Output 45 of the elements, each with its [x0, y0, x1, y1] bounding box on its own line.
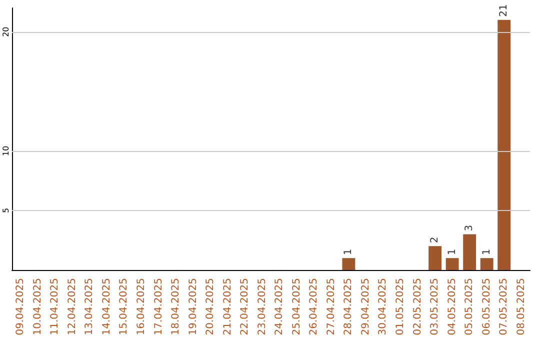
x-tick-label: 02.05.2025: [412, 278, 424, 336]
x-tick-label: 03.05.2025: [430, 278, 441, 336]
x-tick-label: 12.04.2025: [66, 278, 78, 336]
x-tick-label: 19.04.2025: [188, 278, 199, 336]
x-tick-label: 11.04.2025: [50, 278, 61, 336]
x-tick-label: 18.04.2025: [170, 278, 182, 336]
x-tick-label: 22.04.2025: [240, 278, 251, 336]
x-tick-label: 07.05.2025: [498, 278, 510, 336]
data-label: 3: [464, 224, 476, 232]
x-tick-label: 29.04.2025: [360, 278, 372, 336]
y-tick-label: 10: [2, 146, 10, 156]
x-tick-label: 28.04.2025: [343, 278, 354, 336]
x-tick-label: 15.04.2025: [118, 278, 130, 336]
x-tick-label: 14.04.2025: [101, 278, 112, 336]
x-tick-label: 10.04.2025: [32, 278, 44, 336]
data-label: 2: [430, 236, 441, 244]
x-tick-label: 30.04.2025: [378, 278, 389, 336]
bar: [342, 258, 356, 270]
x-tick-label: 23.04.2025: [256, 278, 268, 336]
x-tick-label: 17.04.2025: [153, 278, 164, 336]
x-tick-label: 13.04.2025: [84, 278, 96, 336]
data-label: 1: [481, 248, 492, 256]
x-tick-label: 01.05.2025: [395, 278, 406, 336]
data-label: 1: [343, 248, 354, 256]
x-tick-label: 24.04.2025: [274, 278, 286, 336]
x-tick-label: 09.04.2025: [15, 278, 26, 336]
x-tick-label: 04.05.2025: [446, 278, 458, 336]
bar: [480, 258, 494, 270]
y-tick-label: 5: [2, 208, 10, 213]
x-tick-label: 27.04.2025: [326, 278, 337, 336]
y-tick-label: 20: [2, 26, 10, 37]
x-tick-label: 26.04.2025: [308, 278, 320, 336]
bar: [446, 258, 459, 270]
x-tick-label: 16.04.2025: [136, 278, 147, 336]
data-label: 1: [446, 248, 458, 256]
bar: [428, 246, 442, 270]
data-label: 21: [498, 4, 510, 17]
x-tick-label: 05.05.2025: [464, 278, 476, 336]
bar: [498, 20, 511, 270]
x-tick-label: 21.04.2025: [222, 278, 234, 336]
bar: [463, 234, 476, 270]
x-tick-label: 06.05.2025: [481, 278, 492, 336]
x-tick-label: 20.04.2025: [205, 278, 216, 336]
x-tick-label: 08.05.2025: [516, 278, 527, 336]
x-tick-label: 25.04.2025: [291, 278, 302, 336]
